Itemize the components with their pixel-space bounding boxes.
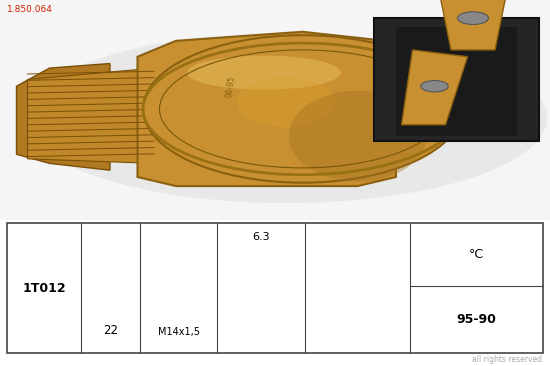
Text: 1.850.064: 1.850.064 bbox=[7, 5, 52, 15]
Bar bbox=[7, 223, 543, 353]
Bar bbox=[0, 0, 550, 220]
Text: 1T012: 1T012 bbox=[22, 282, 66, 295]
Text: all rights reserved: all rights reserved bbox=[472, 355, 542, 364]
Text: 95-90: 95-90 bbox=[456, 313, 497, 326]
Text: M14x1,5: M14x1,5 bbox=[158, 327, 200, 337]
Text: °C: °C bbox=[469, 248, 484, 261]
Text: 22: 22 bbox=[103, 324, 118, 337]
Text: 6.3: 6.3 bbox=[252, 232, 270, 242]
